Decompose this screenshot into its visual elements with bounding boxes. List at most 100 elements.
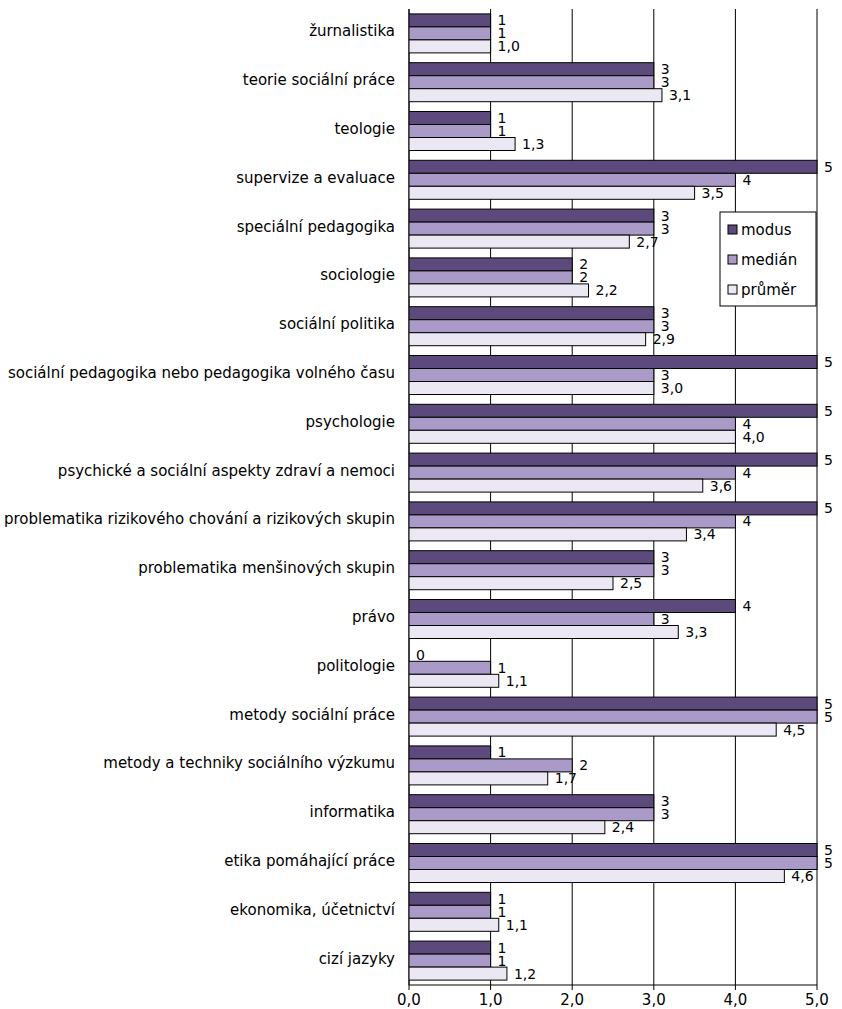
category-label: problematika rizikového chování a riziko… [4, 510, 395, 528]
data-label: 1,1 [506, 917, 528, 933]
y-axis [409, 9, 410, 985]
bar [409, 209, 654, 222]
legend-label: modus [741, 221, 792, 239]
legend-box [720, 212, 816, 306]
tick-mark [572, 985, 573, 990]
bar [409, 564, 654, 577]
bar [409, 710, 817, 723]
bar [409, 89, 662, 102]
bar [409, 173, 735, 186]
category-label: speciální pedagogika [237, 218, 395, 236]
tick-label: 5,0 [805, 991, 829, 1009]
bar [409, 892, 491, 905]
category-label: politologie [317, 657, 395, 675]
data-label: 4,5 [783, 722, 805, 738]
category-label: problematika menšinových skupin [138, 559, 395, 577]
category-label: psychické a sociální aspekty zdraví a ne… [58, 462, 395, 480]
category-label: psychologie [306, 413, 395, 431]
data-label: 1,3 [522, 136, 544, 152]
bar [409, 626, 678, 639]
bar [409, 674, 499, 687]
data-label: 1,7 [555, 770, 577, 786]
bar [409, 905, 491, 918]
legend-label: medián [741, 251, 797, 269]
data-label: 5 [824, 452, 833, 468]
data-label: 3,6 [710, 478, 732, 494]
bar [409, 356, 817, 369]
grid-line [490, 9, 491, 985]
bar [409, 759, 572, 772]
tick-label: 3,0 [642, 991, 666, 1009]
bar [409, 795, 654, 808]
category-label: metody sociální práce [229, 706, 395, 724]
data-label: 3 [661, 806, 670, 822]
data-label: 3 [661, 611, 670, 627]
data-label: 2,7 [636, 234, 658, 250]
data-label: 3 [661, 562, 670, 578]
data-label: 4 [742, 465, 751, 481]
bar [409, 551, 654, 564]
tick-label: 4,0 [723, 991, 747, 1009]
bar [409, 186, 695, 199]
grid-line [409, 9, 410, 985]
bar [409, 821, 605, 834]
bar [409, 320, 654, 333]
tick-label: 2,0 [560, 991, 584, 1009]
data-label: 2,9 [653, 331, 675, 347]
bar [409, 918, 499, 931]
data-label: 3,1 [669, 87, 691, 103]
bar [409, 76, 654, 89]
data-label: 2 [579, 269, 588, 285]
data-label: 1 [498, 123, 507, 139]
data-label: 3,4 [693, 526, 715, 542]
tick-mark [409, 985, 410, 990]
bar [409, 369, 654, 382]
legend-swatch [728, 225, 737, 234]
bar [409, 746, 491, 759]
data-label: 5 [824, 709, 833, 725]
data-label: 5 [824, 403, 833, 419]
bar [409, 466, 735, 479]
legend-label: průměr [741, 281, 797, 299]
data-label: 0 [416, 647, 425, 663]
bar [409, 63, 654, 76]
bar [409, 577, 613, 590]
data-label: 2,5 [620, 575, 642, 591]
data-label: 3,5 [702, 185, 724, 201]
bar [409, 430, 735, 443]
data-label: 4 [742, 172, 751, 188]
category-label: teorie sociální práce [243, 71, 395, 89]
bar [409, 661, 491, 674]
bar [409, 967, 507, 980]
data-label: 3,0 [661, 380, 683, 396]
data-label: 2,4 [612, 819, 634, 835]
category-label: cizí jazyky [319, 950, 395, 968]
bar [409, 417, 735, 430]
data-label: 4,6 [791, 868, 813, 884]
tick-label: 1,0 [479, 991, 503, 1009]
legend-swatch [728, 285, 737, 294]
data-label: 1,2 [514, 966, 536, 982]
category-label: žurnalistika [309, 22, 395, 40]
bar [409, 271, 572, 284]
bar [409, 222, 654, 235]
bars [409, 14, 817, 980]
bar [409, 954, 491, 967]
tick-mark [653, 985, 654, 990]
data-label: 5 [824, 159, 833, 175]
bar [409, 857, 817, 870]
category-label: sociologie [320, 266, 395, 284]
bar [409, 307, 654, 320]
bar [409, 941, 491, 954]
grid-line [653, 9, 654, 985]
bar [409, 27, 491, 40]
grid-line [572, 9, 573, 985]
bar [409, 479, 703, 492]
data-label: 1,0 [498, 38, 520, 54]
bar [409, 404, 817, 417]
chart: 0,01,02,03,04,05,01315323555534051351113… [0, 0, 842, 1009]
data-label: 3,3 [685, 624, 707, 640]
tick-label: 0,0 [397, 991, 421, 1009]
data-label: 4 [742, 513, 751, 529]
x-axis [409, 985, 817, 986]
